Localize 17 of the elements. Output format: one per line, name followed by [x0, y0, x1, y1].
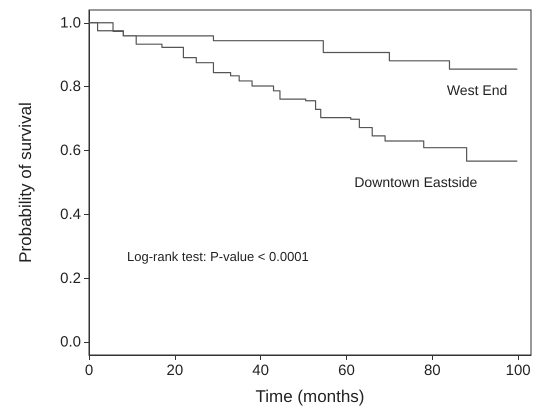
y-tick-label: 0.4 — [60, 206, 81, 223]
x-tick-label: 40 — [252, 362, 269, 379]
y-axis-title: Probability of survival — [16, 102, 35, 263]
y-tick-label: 0.0 — [60, 334, 81, 351]
series-label: Downtown Eastside — [354, 174, 478, 190]
x-tick-label: 100 — [506, 362, 531, 379]
y-tick-label: 0.2 — [60, 270, 81, 287]
x-tick-label: 80 — [424, 362, 441, 379]
series-label: West End — [446, 82, 508, 98]
x-tick-label: 60 — [338, 362, 355, 379]
y-tick-label: 0.6 — [60, 142, 81, 160]
x-tick-label: 20 — [166, 362, 184, 379]
y-tick-label: 1.0 — [60, 14, 81, 32]
x-tick-label: 0 — [84, 362, 94, 379]
annotation: Log-rank test: P-value < 0.0001 — [127, 249, 309, 264]
y-tick-label: 0.8 — [60, 78, 81, 96]
x-axis-title: Time (months) — [256, 387, 364, 406]
